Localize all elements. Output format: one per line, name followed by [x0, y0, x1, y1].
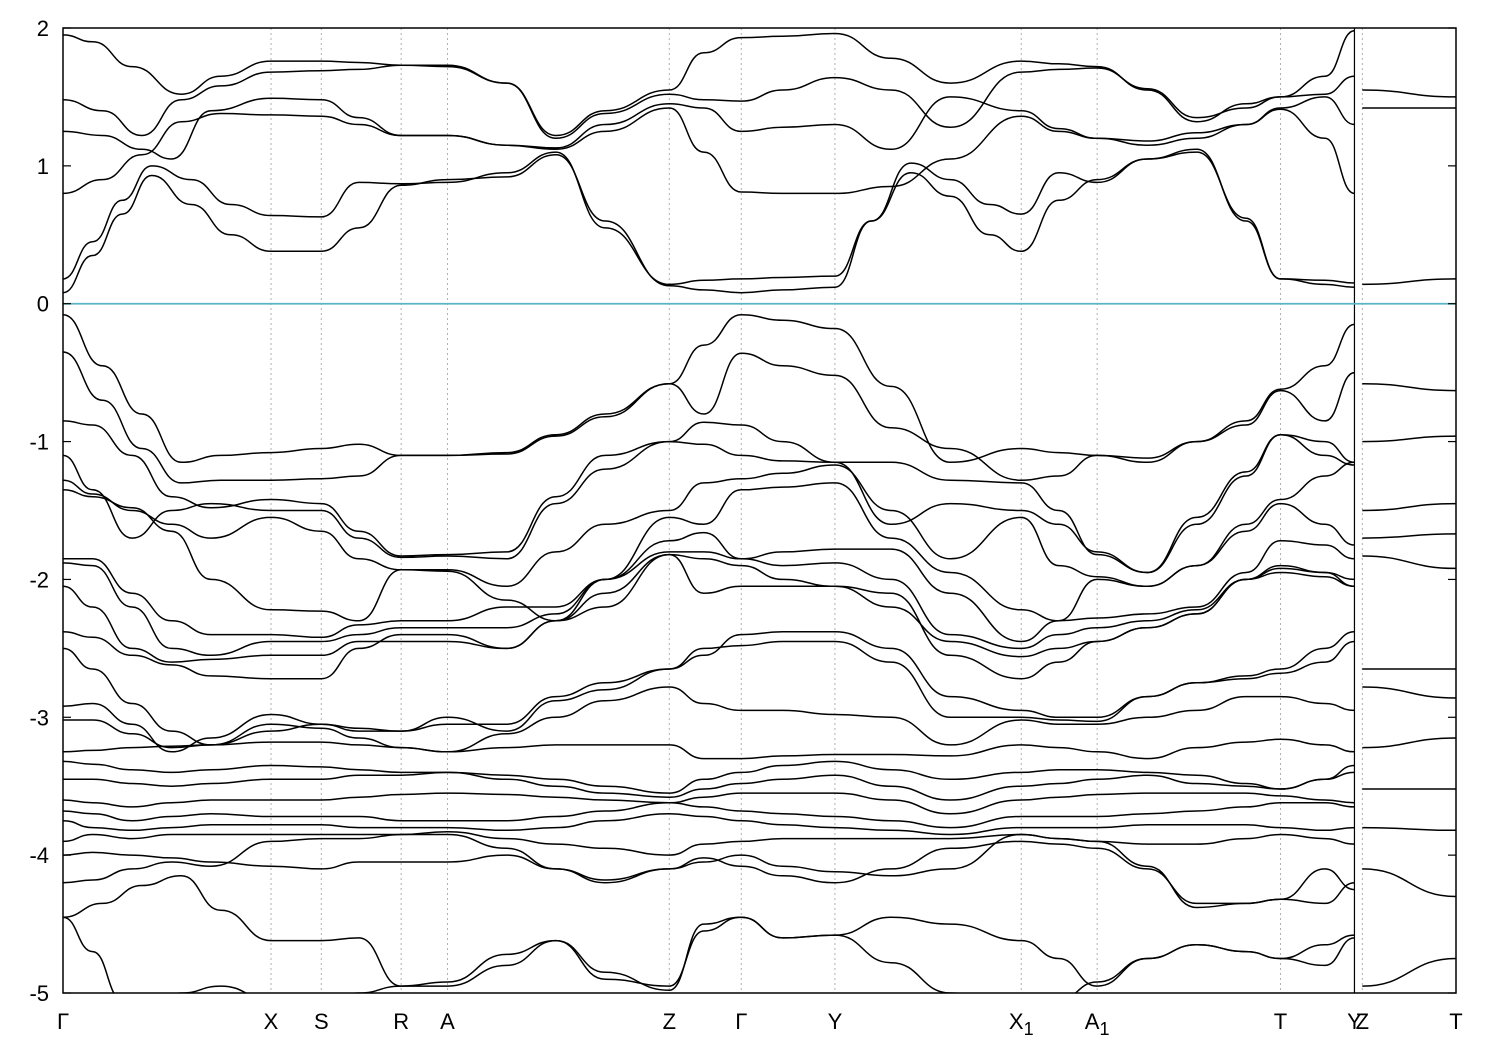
band-line [1362, 686, 1456, 699]
band-line [63, 151, 1355, 294]
band-line [1362, 868, 1456, 898]
band-line [63, 540, 1355, 643]
band-line [63, 30, 1355, 137]
band-line [63, 64, 1355, 140]
y-tick-label: -1 [29, 430, 49, 455]
band-line [1362, 382, 1456, 392]
band-line [63, 420, 1355, 574]
band-line [63, 553, 1355, 680]
band-line [63, 802, 1355, 829]
y-tick-label: -5 [29, 981, 49, 1006]
kpoint-label: X [264, 1009, 279, 1034]
band-line [1362, 957, 1456, 987]
kpoint-label: Y [1347, 1009, 1362, 1034]
band-line [1362, 737, 1456, 749]
band-line [1362, 533, 1456, 539]
band-line [63, 738, 1355, 760]
kpoint-gridlines [270, 28, 1363, 993]
kpoint-label: R [393, 1009, 409, 1034]
kpoint-label: A1 [1085, 1009, 1110, 1039]
band-line [1362, 89, 1456, 98]
band-line [63, 421, 1355, 574]
band-line [1362, 502, 1456, 512]
band-line [63, 482, 1355, 622]
kpoint-label: A [440, 1009, 455, 1034]
kpoint-label: X1 [1009, 1009, 1034, 1039]
kpoint-label: Z [663, 1009, 676, 1034]
band-line [63, 107, 1355, 195]
band-line [1362, 278, 1456, 286]
kpoint-label: T [1449, 1009, 1462, 1034]
band-line [63, 813, 1355, 836]
band-line [63, 833, 1355, 909]
y-tick-label: -4 [29, 843, 49, 868]
y-axis-ticks: 2 1 0 -1 -2 -3 -4 -5 [29, 16, 1456, 1006]
kpoint-label: Γ [57, 1009, 69, 1034]
band-line [63, 875, 1355, 991]
y-tick-label: 2 [37, 16, 49, 41]
kpoint-label: Γ [735, 1009, 747, 1034]
band-lines [63, 30, 1456, 993]
band-line [63, 916, 1355, 993]
kpoint-label: Y [828, 1009, 843, 1034]
band-line [1362, 555, 1456, 570]
band-line [63, 640, 1355, 753]
plot-frame [62, 27, 1457, 994]
band-line [63, 792, 1355, 815]
band-line [63, 313, 1355, 464]
y-tick-label: 1 [37, 154, 49, 179]
band-line [63, 96, 1355, 160]
kpoint-label: Z [1356, 1009, 1369, 1034]
band-line [63, 686, 1355, 753]
y-tick-label: 0 [37, 292, 49, 317]
band-line [63, 771, 1355, 801]
band-line [63, 553, 1355, 663]
kpoint-label: T [1274, 1009, 1287, 1034]
kpoint-label: S [314, 1009, 329, 1034]
y-tick-label: -2 [29, 567, 49, 592]
band-line [63, 351, 1355, 484]
band-line [63, 148, 1355, 286]
band-line [63, 531, 1355, 657]
band-line [63, 760, 1355, 794]
band-line [1362, 435, 1456, 443]
band-line [63, 830, 1355, 856]
y-tick-label: -3 [29, 705, 49, 730]
x-axis-ticks: Γ X S R A Z Γ Y X1 A1 T YZ T [57, 1009, 1463, 1039]
band-line [1362, 826, 1456, 832]
